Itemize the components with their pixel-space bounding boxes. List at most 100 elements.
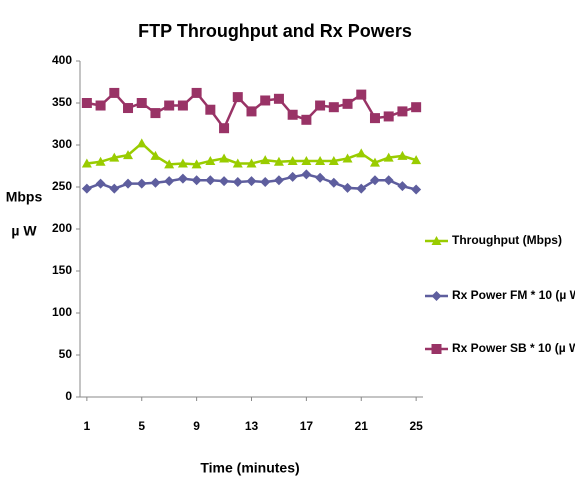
diamond-marker (219, 176, 230, 187)
square-marker (205, 104, 216, 115)
diamond-marker (301, 169, 312, 180)
square-marker (164, 100, 175, 111)
legend-text: Rx Power SB * 10 (µ W) (452, 341, 575, 355)
triangle-marker (177, 158, 188, 168)
diamond-marker (397, 181, 408, 192)
y-axis-title: µ W (11, 223, 37, 239)
triangle-marker (219, 153, 230, 163)
x-tick-label: 5 (138, 419, 145, 433)
legend-text: Throughput (Mbps) (452, 233, 562, 247)
triangle-marker (95, 156, 106, 166)
triangle-marker (232, 158, 243, 168)
square-marker (397, 106, 408, 117)
triangle-marker (431, 236, 442, 245)
triangle-marker (287, 155, 298, 165)
diamond-marker (150, 177, 161, 188)
diamond-marker (164, 176, 175, 187)
triangle-marker (411, 155, 422, 165)
x-tick-label: 9 (193, 419, 200, 433)
square-marker (315, 100, 326, 111)
diamond-marker (123, 178, 134, 189)
square-marker (411, 102, 422, 113)
triangle-marker (342, 153, 353, 163)
triangle-marker (301, 155, 312, 165)
triangle-marker (328, 155, 339, 165)
diamond-marker (205, 175, 216, 186)
triangle-marker (191, 159, 202, 169)
triangle-marker (315, 155, 326, 165)
triangle-marker (397, 150, 408, 160)
triangle-marker (273, 156, 284, 166)
diamond-marker (315, 172, 326, 183)
square-marker (95, 100, 106, 111)
diamond-marker (431, 291, 442, 301)
square-marker (369, 113, 380, 124)
x-tick-label: 13 (245, 419, 259, 433)
square-marker (260, 95, 271, 106)
square-marker (342, 98, 353, 109)
diamond-marker (81, 183, 92, 194)
triangle-marker (383, 152, 394, 162)
square-marker (431, 344, 442, 354)
chart-title: FTP Throughput and Rx Powers (138, 21, 412, 41)
x-axis-title: Time (minutes) (200, 460, 299, 476)
triangle-marker (150, 150, 161, 160)
diamond-marker (369, 175, 380, 186)
square-marker (177, 100, 188, 111)
square-marker (246, 106, 257, 117)
diamond-marker (95, 178, 106, 189)
triangle-marker (246, 158, 257, 168)
square-marker (123, 103, 134, 114)
diamond-marker (109, 183, 120, 194)
diamond-marker (136, 178, 147, 189)
square-marker (383, 111, 394, 122)
legend-text: Rx Power FM * 10 (µ W) (452, 288, 575, 302)
triangle-marker (81, 158, 92, 168)
y-tick-label: 100 (52, 305, 72, 319)
square-marker (301, 114, 312, 125)
diamond-marker (177, 173, 188, 184)
y-tick-label: 250 (52, 179, 72, 193)
square-marker (219, 123, 230, 134)
triangle-marker (136, 138, 147, 148)
square-marker (109, 87, 120, 98)
square-marker (356, 89, 367, 100)
square-marker (287, 109, 298, 120)
square-marker (328, 102, 339, 113)
y-tick-label: 400 (52, 53, 72, 67)
square-marker (191, 87, 202, 98)
diamond-marker (411, 184, 422, 195)
diamond-marker (383, 175, 394, 186)
square-marker (232, 92, 243, 103)
square-marker (150, 108, 161, 119)
triangle-marker (260, 155, 271, 165)
y-axis-title: Mbps (6, 189, 43, 205)
x-tick-label: 21 (355, 419, 369, 433)
triangle-marker (356, 148, 367, 158)
diamond-marker (191, 175, 202, 186)
x-tick-label: 1 (84, 419, 91, 433)
diamond-marker (342, 182, 353, 193)
y-tick-label: 350 (52, 95, 72, 109)
y-tick-label: 300 (52, 137, 72, 151)
triangle-marker (109, 152, 120, 162)
y-tick-label: 0 (65, 389, 72, 403)
y-tick-label: 200 (52, 221, 72, 235)
diamond-marker (246, 176, 257, 187)
y-tick-label: 150 (52, 263, 72, 277)
diamond-marker (273, 175, 284, 186)
diamond-marker (328, 177, 339, 188)
y-tick-label: 50 (59, 347, 73, 361)
triangle-marker (123, 150, 134, 160)
diamond-marker (232, 176, 243, 187)
diamond-marker (260, 176, 271, 187)
triangle-marker (369, 157, 380, 167)
square-marker (136, 98, 147, 108)
x-tick-label: 17 (300, 419, 314, 433)
square-marker (81, 98, 92, 108)
square-marker (273, 93, 284, 104)
x-tick-label: 25 (409, 419, 423, 433)
triangle-marker (205, 155, 216, 165)
diamond-marker (287, 171, 298, 182)
